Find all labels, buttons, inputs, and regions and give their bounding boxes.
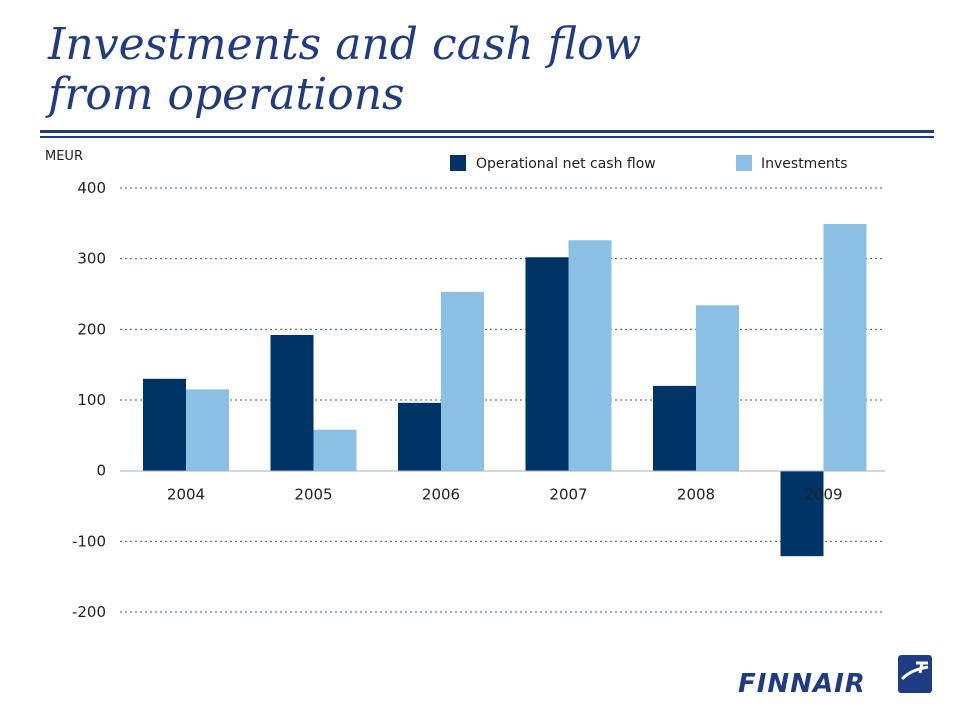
slide-title-line-1: Investments and cash flow [48, 19, 642, 70]
bar-operational-2006 [398, 402, 441, 471]
y-tick-label: 100 [77, 391, 106, 409]
bar-investments-2007 [568, 240, 612, 471]
x-tick-label: 2008 [677, 486, 715, 504]
legend-swatch-investments [736, 155, 752, 171]
legend: Operational net cash flow Investments [450, 155, 848, 172]
slide-title-line-2: from operations [48, 69, 405, 120]
y-axis-unit-label: MEUR [45, 149, 83, 164]
y-tick-label: 300 [77, 250, 106, 268]
bar-operational-2008 [653, 385, 696, 471]
bar-investments-2006 [441, 291, 484, 471]
bar-investments-2009 [823, 224, 867, 471]
slide-title: Investments and cash flow from operation… [48, 20, 641, 120]
x-tick-label: 2004 [167, 486, 205, 504]
x-tick-label: 2007 [549, 486, 587, 504]
x-tick-label: 2006 [422, 486, 460, 504]
bar-investments-2004 [186, 389, 229, 471]
bar-operational-2004 [143, 378, 186, 471]
bar-operational-2005 [270, 334, 314, 471]
y-tick-label: 200 [77, 320, 106, 338]
y-tick-labels: -200 -100 0 100 200 300 400 [72, 179, 106, 621]
legend-label-investments: Investments [761, 156, 848, 172]
bar-operational-2009 [780, 470, 824, 557]
title-divider-thin [40, 136, 934, 138]
y-tick-label: -200 [72, 603, 106, 621]
logo-wordmark: FINNAIR [738, 669, 866, 699]
finnair-logo: FINNAIR [738, 655, 934, 699]
grid-lines [120, 187, 885, 613]
x-tick-labels: 2004 2005 2006 2007 2008 2009 [167, 486, 843, 504]
bar-operational-2007 [525, 257, 569, 471]
title-divider-thick [40, 130, 934, 133]
x-tick-label: 2009 [804, 486, 842, 504]
y-tick-label: 0 [96, 462, 106, 480]
y-tick-label: 400 [77, 179, 106, 197]
y-tick-label: -100 [72, 532, 106, 550]
legend-swatch-operational [450, 155, 466, 171]
bar-investments-2008 [696, 305, 739, 471]
finnair-logo-icon [898, 655, 932, 693]
x-tick-label: 2005 [294, 486, 332, 504]
legend-label-operational: Operational net cash flow [476, 156, 656, 172]
bar-investments-2005 [313, 429, 357, 471]
bars [143, 224, 867, 557]
